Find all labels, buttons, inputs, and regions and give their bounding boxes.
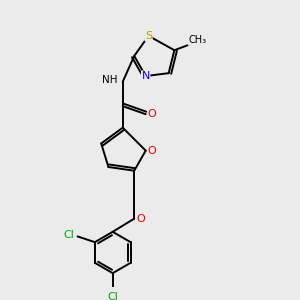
Text: O: O <box>148 146 156 156</box>
Text: Cl: Cl <box>107 292 118 300</box>
Text: NH: NH <box>102 75 118 85</box>
Text: S: S <box>145 31 152 41</box>
Text: CH₃: CH₃ <box>188 35 206 45</box>
Text: O: O <box>136 214 145 224</box>
Text: O: O <box>148 109 156 119</box>
Text: N: N <box>142 71 150 81</box>
Text: Cl: Cl <box>63 230 74 240</box>
